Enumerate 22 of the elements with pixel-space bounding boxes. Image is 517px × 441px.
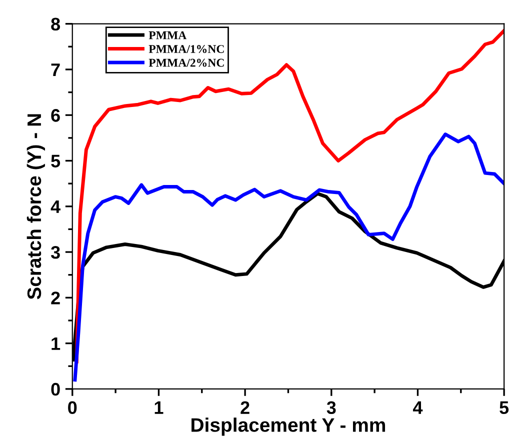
x-tick-label: 0 [68, 401, 77, 414]
y-tick-label: 4 [50, 200, 60, 213]
legend-label: PMMA/2%NC [148, 58, 224, 67]
y-tick-label: 8 [51, 18, 60, 31]
x-tick-label: 4 [412, 401, 423, 414]
y-tick-label: 2 [51, 292, 60, 304]
x-tick-label: 2 [240, 401, 250, 414]
legend-label: PMMA [148, 31, 187, 40]
y-tick-label: 6 [51, 109, 60, 122]
y-axis-title: Scratch force (Y) - N [26, 114, 45, 300]
y-tick-label: 0 [51, 382, 60, 396]
y-tick-label: 3 [50, 246, 60, 259]
x-tick-label: 5 [500, 401, 509, 414]
line-series [73, 132, 504, 382]
legend-label: PMMA/1%NC [148, 45, 224, 54]
line-series [74, 28, 504, 364]
x-tick-label: 1 [154, 401, 164, 414]
x-tick-label: 3 [326, 401, 336, 414]
y-tick-label: 1 [52, 337, 60, 350]
y-tick-label: 5 [51, 154, 60, 168]
y-tick-label: 7 [51, 64, 60, 76]
x-axis-title: Displacement Y - mm [192, 418, 386, 436]
